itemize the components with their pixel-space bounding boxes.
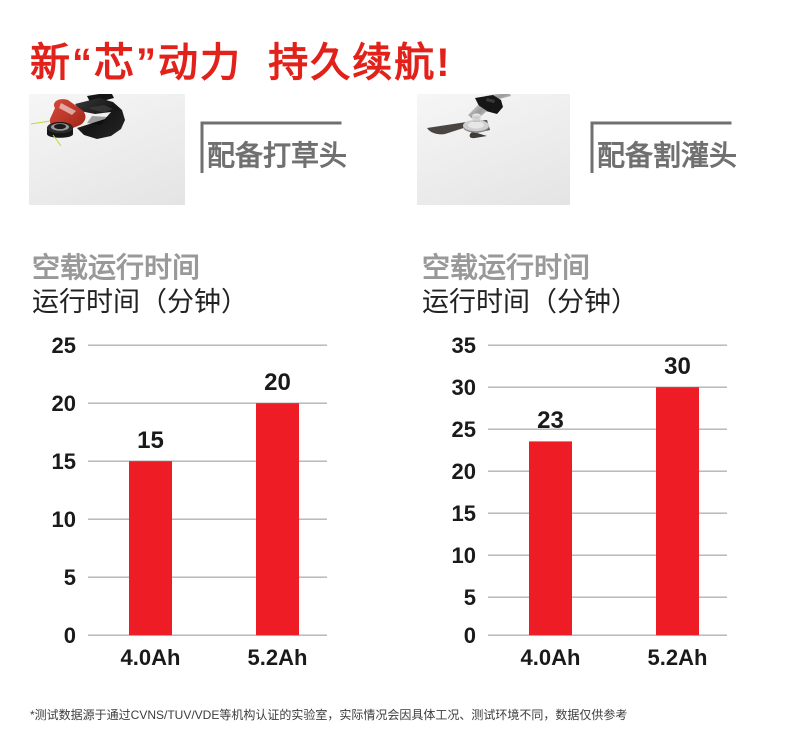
svg-text:25: 25 (52, 333, 76, 358)
svg-text:15: 15 (137, 427, 164, 454)
svg-text:25: 25 (452, 417, 476, 442)
svg-text:4.0Ah: 4.0Ah (121, 645, 181, 670)
svg-text:10: 10 (452, 543, 476, 568)
svg-text:30: 30 (664, 353, 691, 380)
svg-text:23: 23 (537, 407, 564, 434)
svg-text:0: 0 (464, 623, 476, 648)
svg-text:30: 30 (452, 375, 476, 400)
svg-text:35: 35 (452, 333, 476, 358)
svg-text:5.2Ah: 5.2Ah (248, 645, 308, 670)
svg-text:20: 20 (264, 369, 291, 396)
svg-text:4.0Ah: 4.0Ah (521, 645, 581, 670)
svg-text:15: 15 (452, 501, 476, 526)
svg-text:20: 20 (452, 459, 476, 484)
svg-text:5.2Ah: 5.2Ah (648, 645, 708, 670)
svg-text:10: 10 (52, 507, 76, 532)
svg-text:20: 20 (52, 391, 76, 416)
svg-text:5: 5 (64, 565, 76, 590)
svg-text:15: 15 (52, 449, 76, 474)
svg-text:0: 0 (64, 623, 76, 648)
svg-text:5: 5 (464, 585, 476, 610)
